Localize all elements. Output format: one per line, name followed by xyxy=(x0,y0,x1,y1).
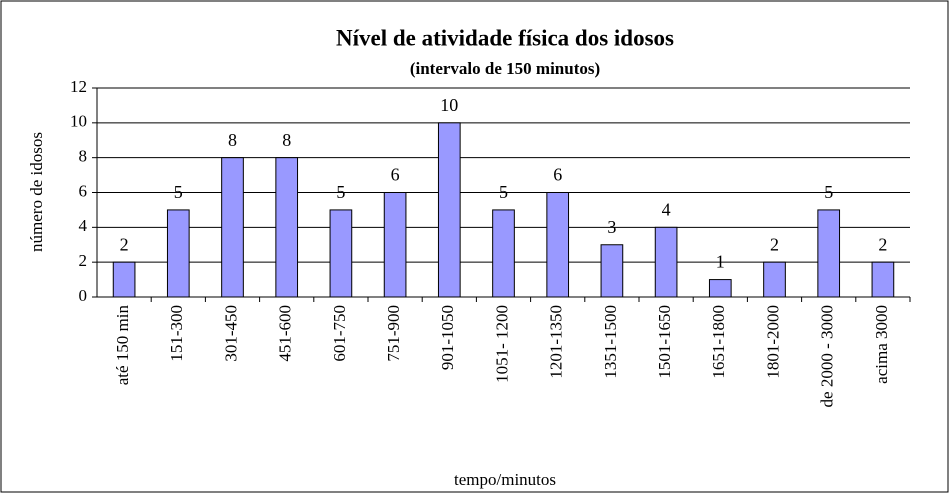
bar xyxy=(112,261,136,298)
data-label: 6 xyxy=(553,165,562,185)
data-label: 8 xyxy=(282,130,291,150)
bar xyxy=(546,192,570,298)
y-tick-label: 2 xyxy=(79,251,88,270)
bar xyxy=(817,209,841,298)
bar xyxy=(708,279,732,298)
bar xyxy=(383,192,407,298)
bar xyxy=(221,157,244,298)
data-label: 10 xyxy=(440,95,458,115)
bar xyxy=(492,209,515,298)
bar xyxy=(166,209,190,298)
x-tick-label: acima 3000 xyxy=(872,305,891,384)
bar xyxy=(763,261,786,298)
data-label: 5 xyxy=(499,182,508,202)
x-tick-label: 1051- 1200 xyxy=(492,305,511,383)
data-label: 1 xyxy=(716,252,725,272)
data-label: 5 xyxy=(824,182,833,202)
x-tick-label: 151-300 xyxy=(167,305,186,362)
chart-title: Nível de atividade física dos idosos xyxy=(336,25,674,50)
x-tick-label: 451-600 xyxy=(276,305,295,362)
bar xyxy=(654,226,678,298)
bar xyxy=(329,209,353,298)
chart-subtitle: (intervalo de 150 minutos) xyxy=(410,59,600,78)
x-tick-label: 601-750 xyxy=(330,305,349,362)
x-tick-label: 751-900 xyxy=(384,305,403,362)
x-tick-label: 1501-1650 xyxy=(655,305,674,379)
y-axis-label: número de idosos xyxy=(27,132,46,252)
data-label: 2 xyxy=(770,234,779,254)
data-label: 8 xyxy=(228,130,237,150)
y-tick-label: 0 xyxy=(79,286,88,305)
x-tick-label: 1651-1800 xyxy=(709,305,728,379)
data-label: 5 xyxy=(174,182,183,202)
data-label: 5 xyxy=(336,182,345,202)
y-tick-label: 10 xyxy=(70,112,87,131)
bar xyxy=(437,122,461,298)
y-tick-label: 8 xyxy=(79,147,88,166)
bar xyxy=(871,261,895,298)
x-tick-label: até 150 min xyxy=(113,305,132,386)
x-tick-label: 901-1050 xyxy=(438,305,457,370)
data-label: 6 xyxy=(391,165,400,185)
data-label: 2 xyxy=(878,234,887,254)
y-tick-label: 4 xyxy=(79,216,88,235)
x-axis-label: tempo/minutos xyxy=(454,470,556,489)
x-tick-label: 1201-1350 xyxy=(547,305,566,379)
bar xyxy=(600,244,624,298)
data-label: 3 xyxy=(607,217,616,237)
x-tick-label: 301-450 xyxy=(221,305,240,362)
x-tick-label: 1801-2000 xyxy=(763,305,782,379)
y-tick-label: 6 xyxy=(79,181,88,200)
x-tick-label: 1351-1500 xyxy=(601,305,620,379)
bar xyxy=(275,157,299,298)
data-label: 2 xyxy=(120,234,129,254)
x-tick-label: de 2000 - 3000 xyxy=(818,305,837,407)
data-label: 4 xyxy=(662,199,671,219)
y-tick-label: 12 xyxy=(70,77,87,96)
